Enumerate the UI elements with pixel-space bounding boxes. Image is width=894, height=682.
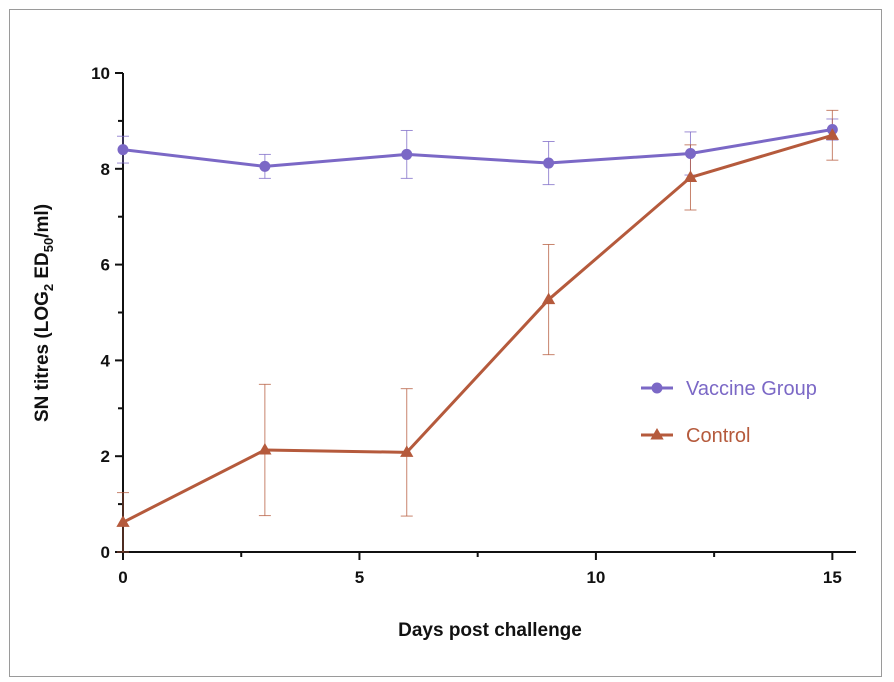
- y-axis-label: SN titres (LOG2 ED50/ml): [32, 204, 56, 422]
- data-point-vaccine-group: [684, 147, 696, 159]
- chart-frame: [9, 9, 882, 677]
- error-bars: [117, 109, 839, 553]
- y-tick-label: 10: [91, 64, 110, 83]
- series-markers: [116, 124, 840, 527]
- x-tick-label: 10: [586, 568, 605, 587]
- data-point-control: [683, 170, 698, 182]
- data-point-control: [116, 515, 130, 527]
- legend-item-control: Control: [641, 425, 750, 447]
- legend: Vaccine Group Control: [641, 378, 817, 447]
- legend-label: Vaccine Group: [686, 378, 817, 400]
- legend-item-vaccine-group: Vaccine Group: [641, 378, 817, 400]
- data-point-vaccine-group: [401, 148, 413, 160]
- y-tick-label: 6: [101, 256, 110, 275]
- y-tick-label: 4: [101, 351, 111, 370]
- axes: 0 2 4 6 8 10 0 5 10 15: [91, 64, 856, 587]
- series-lines: [122, 128, 833, 524]
- y-tick-label: 0: [101, 543, 110, 562]
- x-tick-label: 15: [823, 568, 842, 587]
- data-point-vaccine-group: [543, 157, 555, 169]
- data-point-control: [400, 445, 414, 457]
- x-tick-label: 0: [118, 568, 127, 587]
- series-line-control: [122, 133, 833, 524]
- x-tick-label: 5: [355, 568, 364, 587]
- series-line-vaccine-group: [122, 128, 833, 168]
- data-point-control: [825, 128, 840, 140]
- x-axis-label: Days post challenge: [398, 620, 582, 641]
- data-point-vaccine-group: [117, 144, 129, 156]
- data-point-control: [258, 442, 272, 455]
- y-tick-label: 8: [101, 160, 110, 179]
- legend-marker: [650, 428, 664, 440]
- legend-marker: [651, 382, 663, 394]
- data-point-control: [541, 292, 556, 305]
- y-tick-label: 2: [101, 447, 110, 466]
- legend-label: Control: [686, 425, 750, 447]
- data-point-vaccine-group: [259, 160, 271, 172]
